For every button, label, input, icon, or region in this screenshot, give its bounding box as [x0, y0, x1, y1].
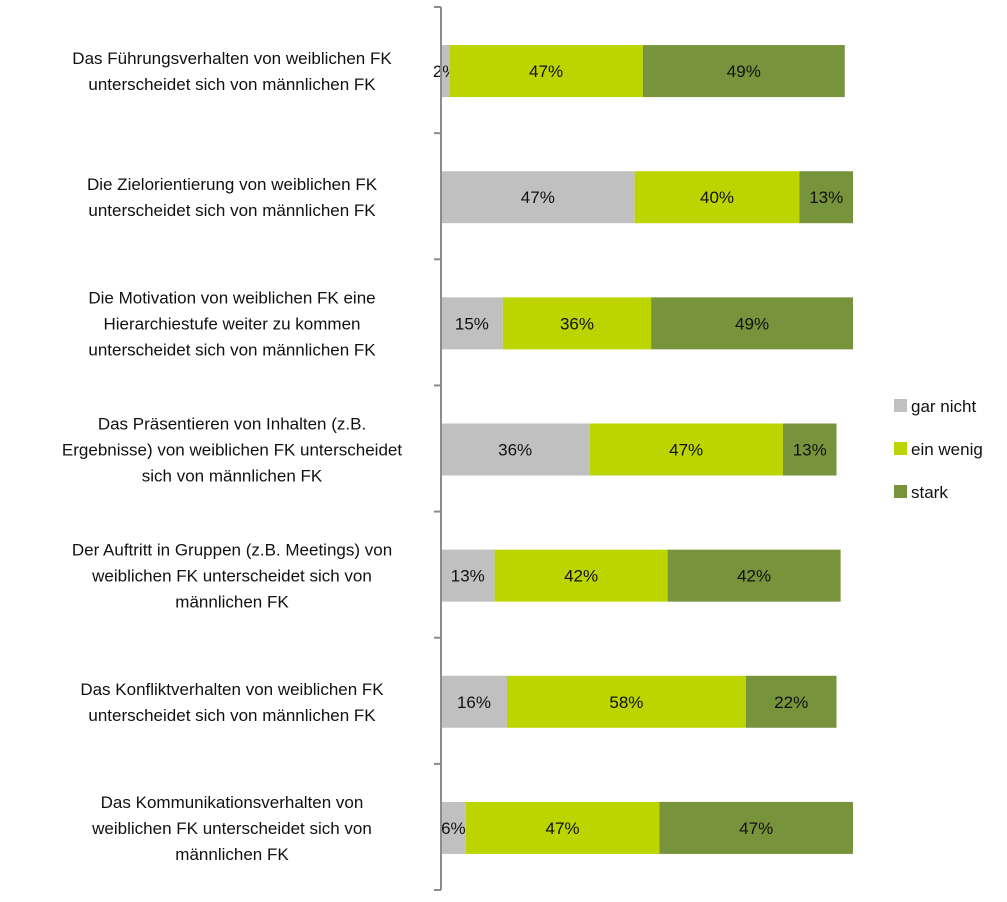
bar-segment-gar-nicht: [441, 423, 590, 476]
category-label-line: Das Präsentieren von Inhalten (z.B.: [98, 415, 366, 434]
category-label-line: Ergebnisse) von weiblichen FK unterschei…: [62, 441, 402, 460]
category-label-line: Die Motivation von weiblichen FK eine: [88, 288, 375, 307]
data-label: 47%: [739, 819, 773, 838]
bar-segment-gar-nicht: [441, 675, 507, 728]
bar-segment-stark: [782, 423, 837, 476]
data-label: 40%: [700, 188, 734, 207]
category-label-line: Hierarchiestufe weiter zu kommen: [104, 314, 361, 333]
y-axis: [434, 6, 442, 891]
data-label: 16%: [457, 693, 491, 712]
data-label: 49%: [727, 62, 761, 81]
category-label: Das Konfliktverhalten von weiblichen FK u…: [80, 680, 384, 725]
category-label: Das Präsentieren von Inhalten (z.B. Ergeb…: [62, 415, 402, 486]
category-label-line: Das Führungsverhalten von weiblichen FK: [72, 49, 392, 68]
category-label-line: unterscheidet sich von männlichen FK: [88, 75, 376, 94]
category-label-line: Der Auftritt in Gruppen (z.B. Meetings) …: [72, 541, 392, 560]
bar-segment-gar-nicht: [441, 549, 495, 602]
legend-swatch: [894, 399, 907, 412]
bar-segment-stark: [799, 171, 853, 224]
data-label: 47%: [521, 188, 555, 207]
data-label: 13%: [793, 441, 827, 460]
category-label: Die Motivation von weiblichen FK eine Hie…: [88, 288, 376, 359]
data-label: 47%: [669, 441, 703, 460]
category-label: Der Auftritt in Gruppen (z.B. Meetings) …: [72, 541, 392, 612]
category-label: Das Führungsverhalten von weiblichen FK u…: [72, 49, 392, 94]
category-label-line: Das Kommunikationsverhalten von: [101, 793, 364, 812]
data-label: 42%: [564, 567, 598, 586]
category-label-line: sich von männlichen FK: [142, 467, 323, 486]
data-label: 36%: [498, 441, 532, 460]
category-label-line: unterscheidet sich von männlichen FK: [88, 201, 376, 220]
category-label-line: unterscheidet sich von männlichen FK: [88, 340, 376, 359]
data-label: 47%: [529, 62, 563, 81]
data-label: 58%: [609, 693, 643, 712]
bar-segment-ein-wenig: [465, 801, 660, 854]
category-label-line: männlichen FK: [175, 593, 289, 612]
category-label-line: männlichen FK: [175, 845, 289, 864]
data-label: 6%: [441, 819, 466, 838]
bar-segment-ein-wenig: [589, 423, 783, 476]
category-label-line: weiblichen FK unterscheidet sich von: [91, 567, 372, 586]
bar-segment-stark: [642, 45, 845, 98]
category-label: Das Kommunikationsverhalten von weibliche…: [91, 793, 372, 864]
category-label-line: unterscheidet sich von männlichen FK: [88, 706, 376, 725]
category-label-line: Die Zielorientierung von weiblichen FK: [87, 175, 378, 194]
data-label: 42%: [737, 567, 771, 586]
category-labels: Das Führungsverhalten von weiblichen FK u…: [62, 49, 402, 864]
bar-segment-gar-nicht: [441, 45, 450, 98]
bar-segment-stark: [651, 297, 853, 350]
bars: 2% 47% 49%47% 40% 13%15% 36% 49%36% 47% 13%13% 42…: [433, 45, 853, 854]
bar-segment-ein-wenig: [449, 45, 643, 98]
bar-segment-stark: [667, 549, 841, 602]
bar-segment-stark: [659, 801, 853, 854]
legend-swatch: [894, 485, 907, 498]
data-label: 22%: [774, 693, 808, 712]
bar-segment-ein-wenig: [494, 549, 668, 602]
bar-segment-ein-wenig: [634, 171, 800, 224]
bar-segment-gar-nicht: [441, 297, 503, 350]
legend: gar nicht ein wenig stark: [894, 397, 983, 502]
category-label-line: Das Konfliktverhalten von weiblichen FK: [80, 680, 384, 699]
data-label: 49%: [735, 314, 769, 333]
bar-segment-ein-wenig: [502, 297, 652, 350]
legend-label: stark: [911, 483, 948, 502]
data-label: 47%: [546, 819, 580, 838]
category-label-line: weiblichen FK unterscheidet sich von: [91, 819, 372, 838]
bar-segment-gar-nicht: [441, 801, 466, 854]
data-label: 13%: [451, 567, 485, 586]
data-label: 13%: [809, 188, 843, 207]
data-label: 15%: [455, 314, 489, 333]
bar-segment-ein-wenig: [506, 675, 746, 728]
category-label: Die Zielorientierung von weiblichen FK un…: [87, 175, 378, 220]
legend-label: gar nicht: [911, 397, 976, 416]
data-label: 36%: [560, 314, 594, 333]
legend-swatch: [894, 442, 907, 455]
legend-label: ein wenig: [911, 440, 983, 459]
bar-segment-stark: [745, 675, 837, 728]
bar-segment-gar-nicht: [441, 171, 635, 224]
